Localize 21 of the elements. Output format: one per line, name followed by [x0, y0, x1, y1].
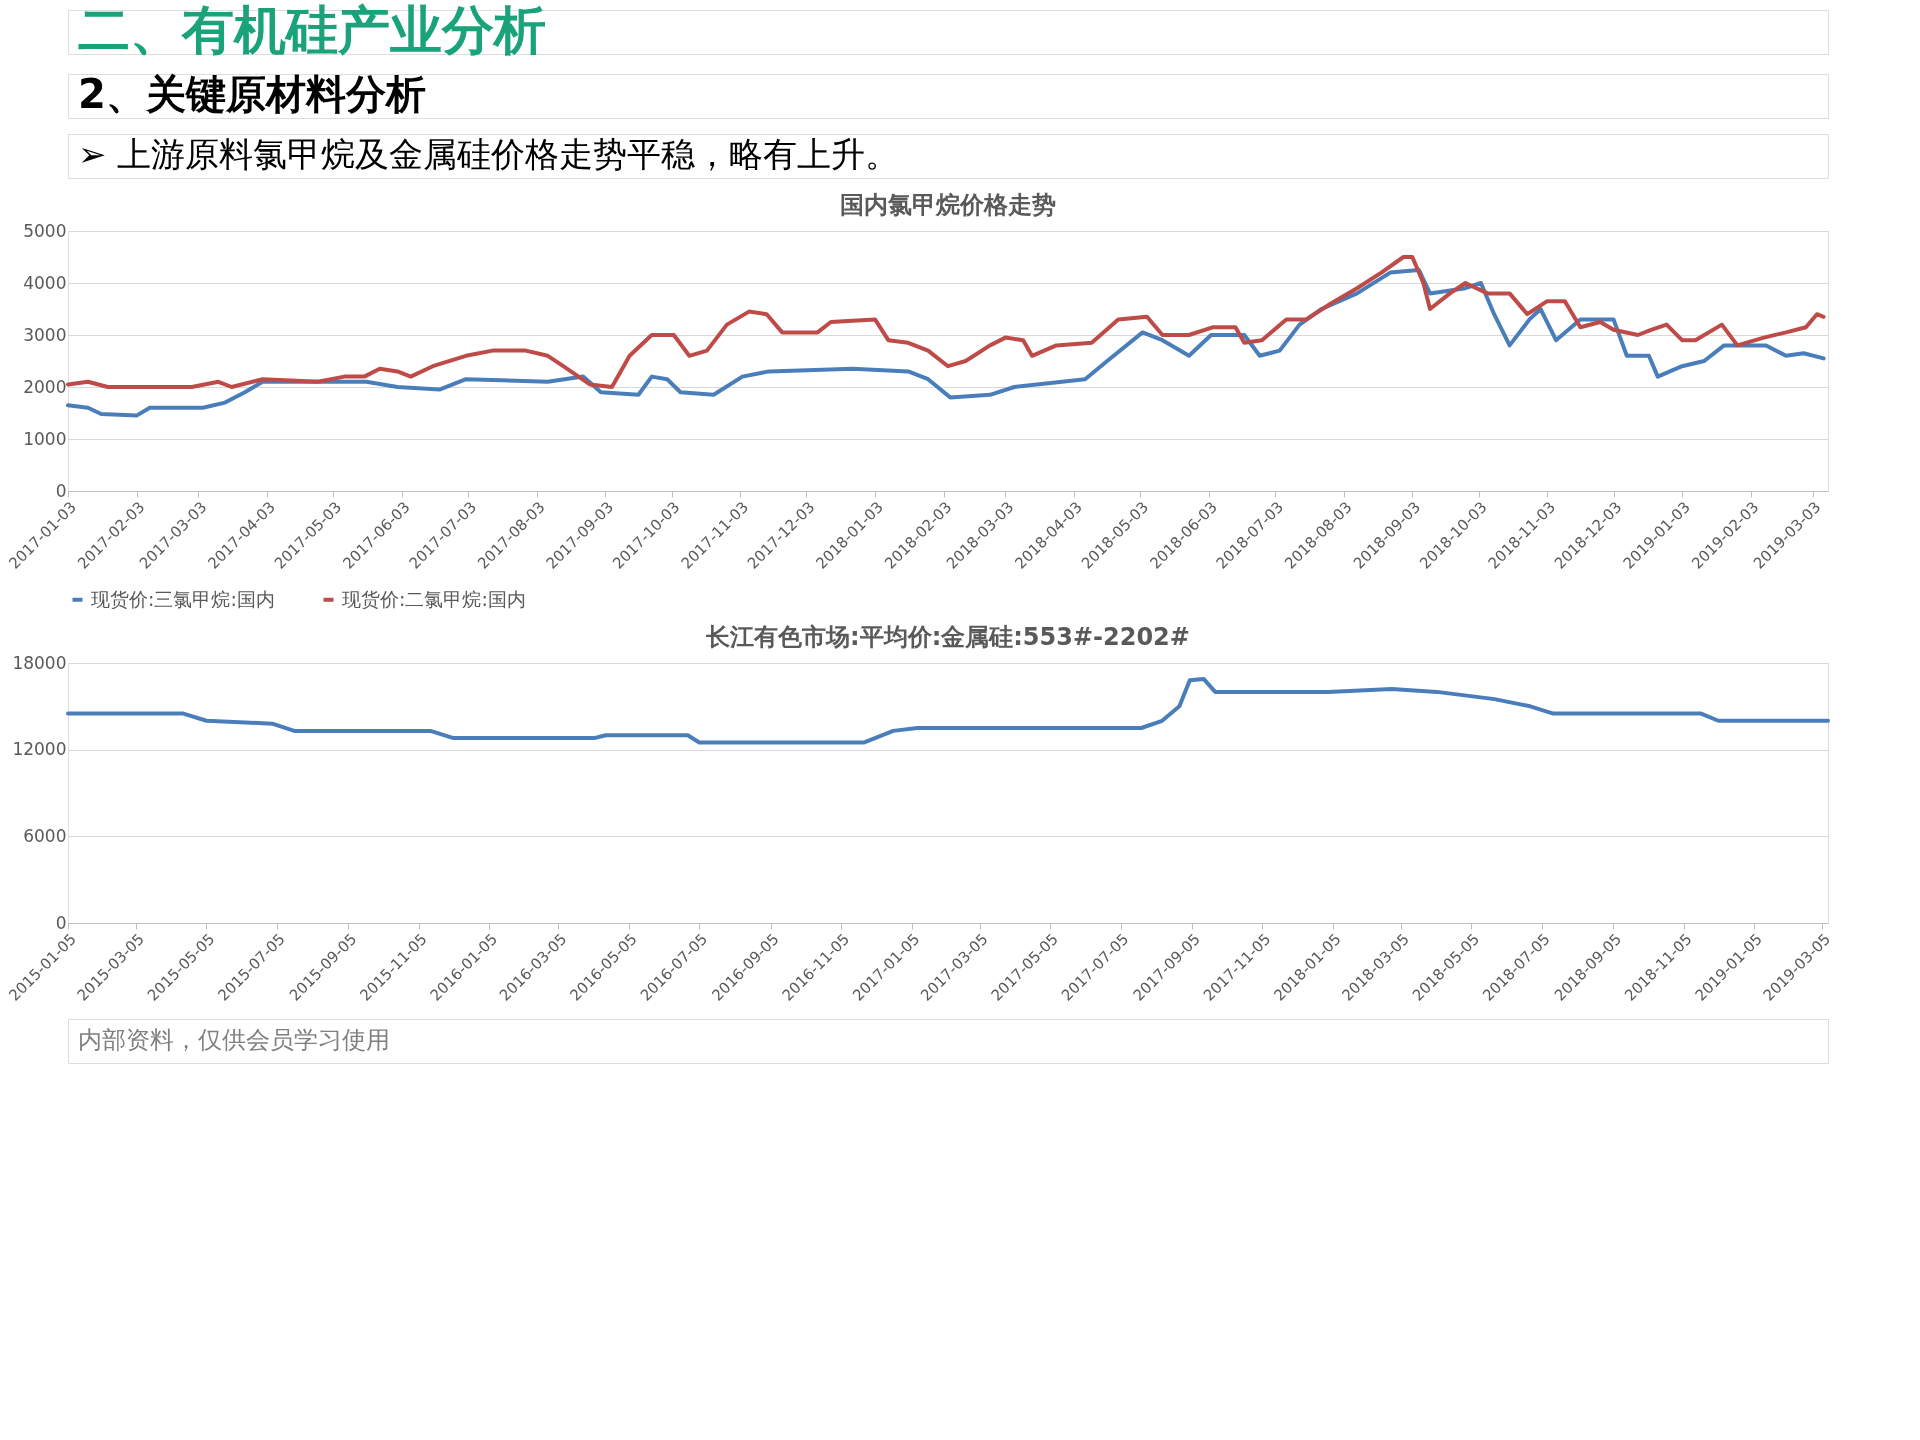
legend-label: 现货价:三氯甲烷:国内: [91, 587, 275, 610]
line-series: [66, 268, 1826, 418]
y-tick-label: 1000: [23, 428, 67, 449]
y-tick-label: 2000: [23, 376, 67, 397]
y-tick-label: 0: [55, 480, 67, 501]
line-series: [66, 255, 1826, 389]
chart-title: 国内氯甲烷价格走势: [840, 191, 1056, 219]
text: ➢ 上游原料氯甲烷及金属硅价格走势平稳，略有上升。: [78, 134, 900, 174]
y-tick-label: 18000: [12, 652, 67, 673]
line-series: [66, 676, 1830, 745]
y-tick-label: 4000: [23, 272, 67, 293]
y-tick-label: 6000: [23, 825, 67, 846]
text: 二、有机硅产业分析: [78, 0, 546, 60]
text: 内部资料，仅供会员学习使用: [78, 1026, 390, 1054]
y-tick-label: 5000: [23, 220, 67, 241]
y-tick-label: 12000: [12, 739, 67, 760]
y-tick-label: 0: [55, 912, 67, 933]
legend-label: 现货价:二氯甲烷:国内: [342, 587, 526, 610]
text: 2、关键原材料分析: [78, 71, 426, 117]
chart-title: 长江有色市场:平均价:金属硅:553#-2202#: [705, 623, 1190, 651]
y-tick-label: 3000: [23, 324, 67, 345]
